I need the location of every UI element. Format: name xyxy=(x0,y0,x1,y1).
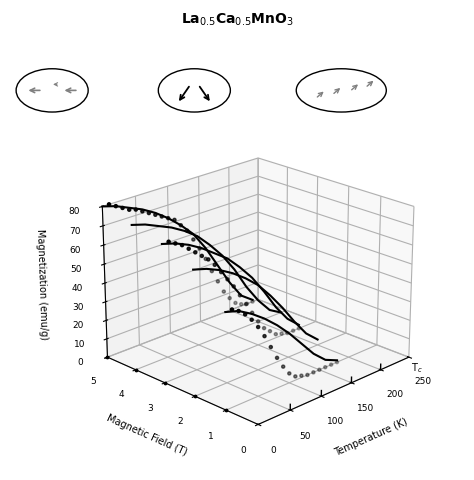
X-axis label: Temperature (K): Temperature (K) xyxy=(333,416,409,457)
Text: La$_{0.5}$Ca$_{0.5}$MnO$_3$: La$_{0.5}$Ca$_{0.5}$MnO$_3$ xyxy=(181,12,293,28)
Y-axis label: Magnetic Field (T): Magnetic Field (T) xyxy=(105,412,188,457)
